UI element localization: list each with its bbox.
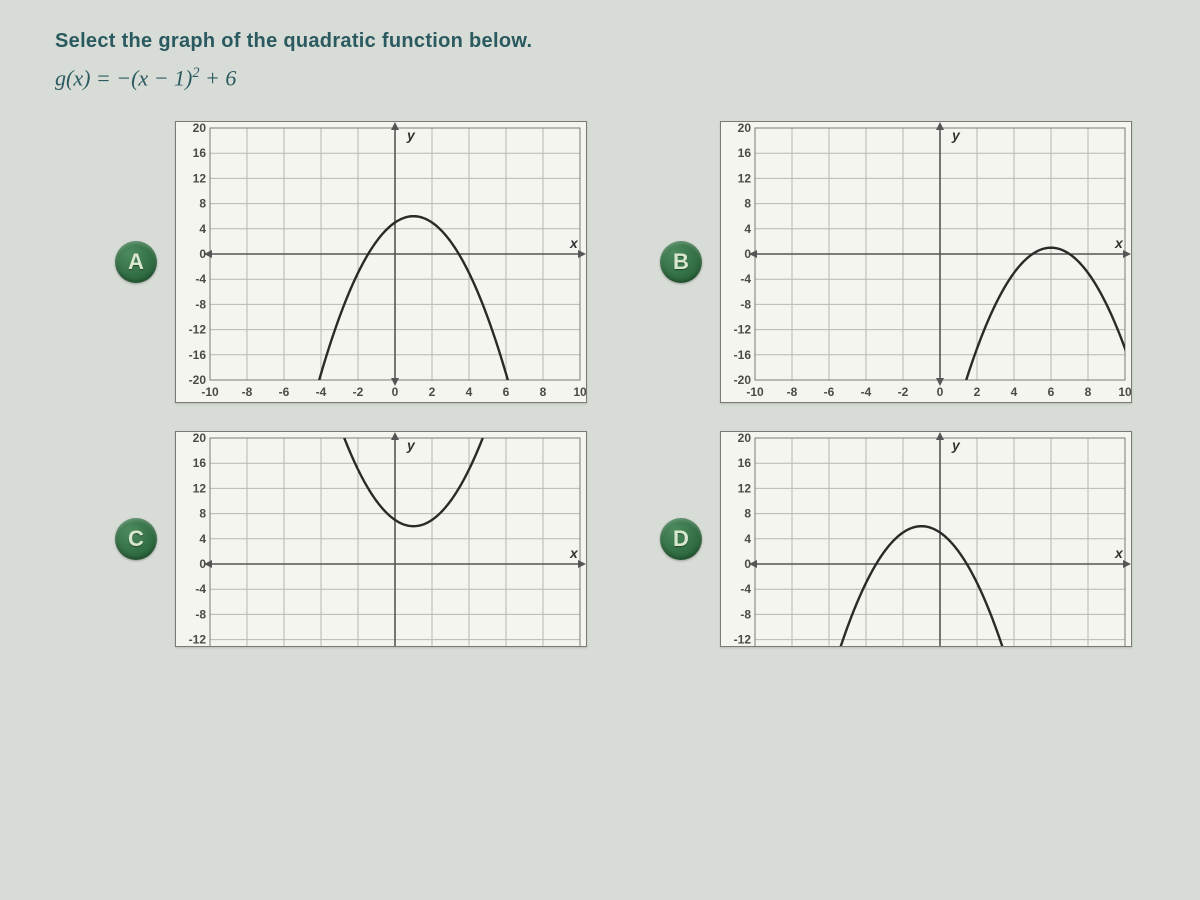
svg-text:20: 20 <box>193 432 207 445</box>
option-D: Dyx201612840-4-8-12-16-20-10-8-6-4-20246… <box>660 431 1145 647</box>
option-badge-C[interactable]: C <box>115 518 157 560</box>
svg-text:0: 0 <box>744 557 751 571</box>
option-A: Ayx201612840-4-8-12-16-20-10-8-6-4-20246… <box>115 121 600 403</box>
svg-text:0: 0 <box>199 247 206 261</box>
svg-text:-4: -4 <box>861 385 872 399</box>
svg-text:x: x <box>569 235 579 251</box>
svg-text:8: 8 <box>1085 385 1092 399</box>
svg-text:-4: -4 <box>195 583 206 597</box>
svg-text:2: 2 <box>974 385 981 399</box>
svg-text:x: x <box>569 545 579 561</box>
svg-text:20: 20 <box>738 432 752 445</box>
question-equation: g(x) = −(x − 1)2 + 6 <box>55 65 1145 91</box>
svg-text:-16: -16 <box>189 348 207 362</box>
svg-text:-10: -10 <box>201 385 219 399</box>
svg-text:6: 6 <box>503 385 510 399</box>
svg-text:12: 12 <box>738 482 752 496</box>
svg-text:0: 0 <box>392 385 399 399</box>
svg-text:x: x <box>1114 235 1124 251</box>
option-badge-B[interactable]: B <box>660 241 702 283</box>
svg-text:16: 16 <box>738 457 752 471</box>
svg-text:10: 10 <box>573 385 586 399</box>
svg-text:y: y <box>406 437 416 453</box>
svg-text:16: 16 <box>193 457 207 471</box>
svg-text:y: y <box>406 127 416 143</box>
option-B: Byx201612840-4-8-12-16-20-10-8-6-4-20246… <box>660 121 1145 403</box>
svg-text:-12: -12 <box>734 633 752 647</box>
svg-text:0: 0 <box>199 557 206 571</box>
svg-text:4: 4 <box>466 385 473 399</box>
svg-text:8: 8 <box>199 507 206 521</box>
svg-text:-8: -8 <box>195 298 206 312</box>
svg-text:-6: -6 <box>279 385 290 399</box>
svg-text:-4: -4 <box>195 273 206 287</box>
svg-text:2: 2 <box>429 385 436 399</box>
svg-text:4: 4 <box>1011 385 1018 399</box>
svg-text:16: 16 <box>738 147 752 161</box>
option-badge-A[interactable]: A <box>115 241 157 283</box>
svg-text:8: 8 <box>744 507 751 521</box>
option-badge-D[interactable]: D <box>660 518 702 560</box>
graph-A[interactable]: yx201612840-4-8-12-16-20-10-8-6-4-202468… <box>175 121 587 403</box>
svg-text:8: 8 <box>540 385 547 399</box>
svg-text:12: 12 <box>738 172 752 186</box>
question-page: Select the graph of the quadratic functi… <box>0 0 1200 677</box>
svg-text:-10: -10 <box>746 385 764 399</box>
question-prompt: Select the graph of the quadratic functi… <box>55 30 1145 53</box>
svg-text:20: 20 <box>738 122 752 135</box>
svg-text:-8: -8 <box>787 385 798 399</box>
svg-text:-12: -12 <box>189 633 207 647</box>
svg-text:4: 4 <box>199 222 206 236</box>
svg-text:12: 12 <box>193 482 207 496</box>
svg-text:4: 4 <box>744 532 751 546</box>
svg-text:-12: -12 <box>734 323 752 337</box>
svg-text:x: x <box>1114 545 1124 561</box>
svg-text:4: 4 <box>744 222 751 236</box>
svg-text:-8: -8 <box>740 298 751 312</box>
svg-text:8: 8 <box>744 197 751 211</box>
svg-text:-8: -8 <box>195 608 206 622</box>
svg-text:-4: -4 <box>740 273 751 287</box>
graph-B[interactable]: yx201612840-4-8-12-16-20-10-8-6-4-202468… <box>720 121 1132 403</box>
svg-text:20: 20 <box>193 122 207 135</box>
svg-text:-8: -8 <box>740 608 751 622</box>
svg-text:-4: -4 <box>316 385 327 399</box>
svg-text:-2: -2 <box>898 385 909 399</box>
graph-C[interactable]: yx201612840-4-8-12-16-20-10-8-6-4-202468… <box>175 431 587 647</box>
svg-text:-2: -2 <box>353 385 364 399</box>
svg-text:8: 8 <box>199 197 206 211</box>
option-C: Cyx201612840-4-8-12-16-20-10-8-6-4-20246… <box>115 431 600 647</box>
svg-text:0: 0 <box>937 385 944 399</box>
svg-text:6: 6 <box>1048 385 1055 399</box>
svg-text:-16: -16 <box>734 348 752 362</box>
graph-D[interactable]: yx201612840-4-8-12-16-20-10-8-6-4-202468… <box>720 431 1132 647</box>
svg-text:4: 4 <box>199 532 206 546</box>
svg-text:0: 0 <box>744 247 751 261</box>
svg-text:-6: -6 <box>824 385 835 399</box>
options-grid: Ayx201612840-4-8-12-16-20-10-8-6-4-20246… <box>55 121 1145 647</box>
svg-text:10: 10 <box>1118 385 1131 399</box>
svg-text:12: 12 <box>193 172 207 186</box>
svg-text:y: y <box>951 437 961 453</box>
svg-text:y: y <box>951 127 961 143</box>
svg-text:-12: -12 <box>189 323 207 337</box>
svg-text:-8: -8 <box>242 385 253 399</box>
svg-text:-4: -4 <box>740 583 751 597</box>
svg-text:16: 16 <box>193 147 207 161</box>
